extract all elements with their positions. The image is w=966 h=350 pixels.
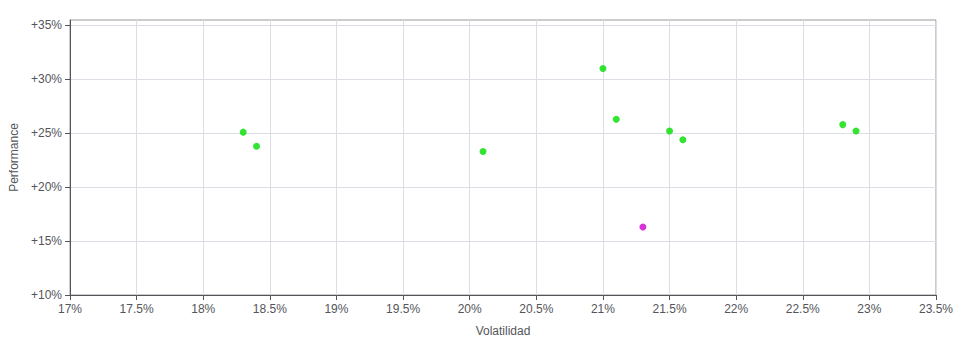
svg-text:22.5%: 22.5%: [786, 302, 820, 316]
svg-text:+35%: +35%: [31, 18, 62, 32]
svg-text:Performance: Performance: [7, 123, 21, 192]
svg-text:+10%: +10%: [31, 288, 62, 302]
svg-text:19%: 19%: [324, 302, 348, 316]
svg-text:17%: 17%: [58, 302, 82, 316]
svg-text:21.5%: 21.5%: [653, 302, 687, 316]
svg-text:18.5%: 18.5%: [253, 302, 287, 316]
svg-text:18%: 18%: [191, 302, 215, 316]
svg-text:+30%: +30%: [31, 72, 62, 86]
svg-text:+20%: +20%: [31, 180, 62, 194]
svg-text:21%: 21%: [591, 302, 615, 316]
svg-text:23.5%: 23.5%: [919, 302, 953, 316]
svg-text:23%: 23%: [857, 302, 881, 316]
svg-text:19.5%: 19.5%: [386, 302, 420, 316]
svg-text:20%: 20%: [458, 302, 482, 316]
svg-text:Volatilidad: Volatilidad: [476, 324, 531, 338]
svg-text:17.5%: 17.5%: [120, 302, 154, 316]
svg-text:22%: 22%: [724, 302, 748, 316]
svg-text:+15%: +15%: [31, 234, 62, 248]
svg-text:+25%: +25%: [31, 126, 62, 140]
svg-text:20.5%: 20.5%: [519, 302, 553, 316]
